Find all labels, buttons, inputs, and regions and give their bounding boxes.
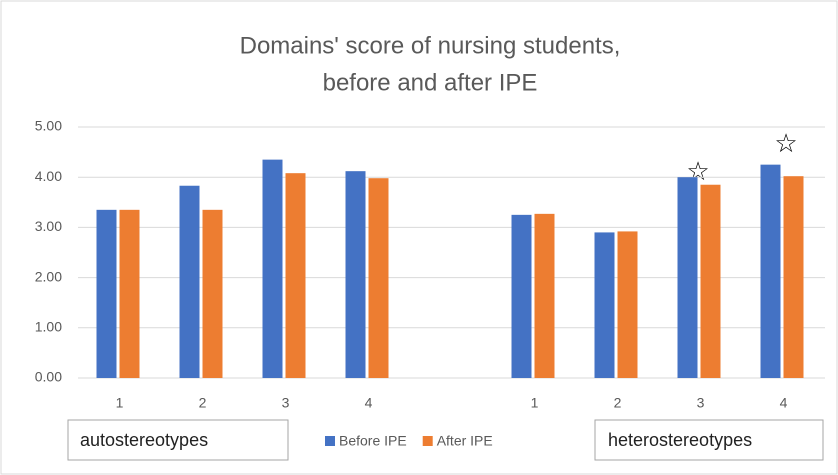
bar (783, 176, 804, 378)
y-tick-label: 5.00 (35, 118, 62, 134)
group-label: autostereotypes (80, 430, 208, 450)
bar (262, 159, 283, 378)
bar (760, 164, 781, 378)
group-box (67, 419, 289, 461)
legend-swatch (325, 436, 335, 446)
chart-title: Domains' score of nursing students, (240, 32, 621, 59)
legend-swatch (422, 436, 433, 446)
x-tick-label: 4 (780, 395, 788, 411)
y-tick-label: 0.00 (35, 369, 62, 385)
bar (285, 173, 306, 378)
bar (179, 185, 200, 378)
group-label: heterostereotypes (608, 430, 752, 450)
bar (511, 214, 532, 378)
bar (119, 209, 140, 378)
x-tick-label: 1 (116, 395, 124, 411)
y-tick-label: 1.00 (35, 319, 62, 335)
bar (700, 184, 721, 378)
x-tick-label: 2 (614, 395, 622, 411)
x-tick-label: 3 (697, 395, 705, 411)
bar (345, 171, 366, 378)
chart-subtitle: before and after IPE (323, 69, 538, 96)
bar (677, 177, 698, 378)
bar (594, 232, 615, 378)
bar (534, 213, 555, 378)
group-box (594, 419, 824, 461)
legend-label: Before IPE (339, 433, 407, 449)
bar (96, 209, 117, 378)
x-tick-label: 3 (282, 395, 290, 411)
bar (368, 178, 389, 378)
legend-label: After IPE (437, 433, 493, 449)
bar (617, 231, 638, 378)
x-tick-label: 2 (199, 395, 207, 411)
bar (202, 209, 223, 378)
y-tick-label: 3.00 (35, 218, 62, 234)
x-tick-label: 1 (531, 395, 539, 411)
significance-star: ☆ (774, 128, 797, 158)
x-tick-label: 4 (365, 395, 373, 411)
y-tick-label: 4.00 (35, 168, 62, 184)
y-tick-label: 2.00 (35, 268, 62, 284)
